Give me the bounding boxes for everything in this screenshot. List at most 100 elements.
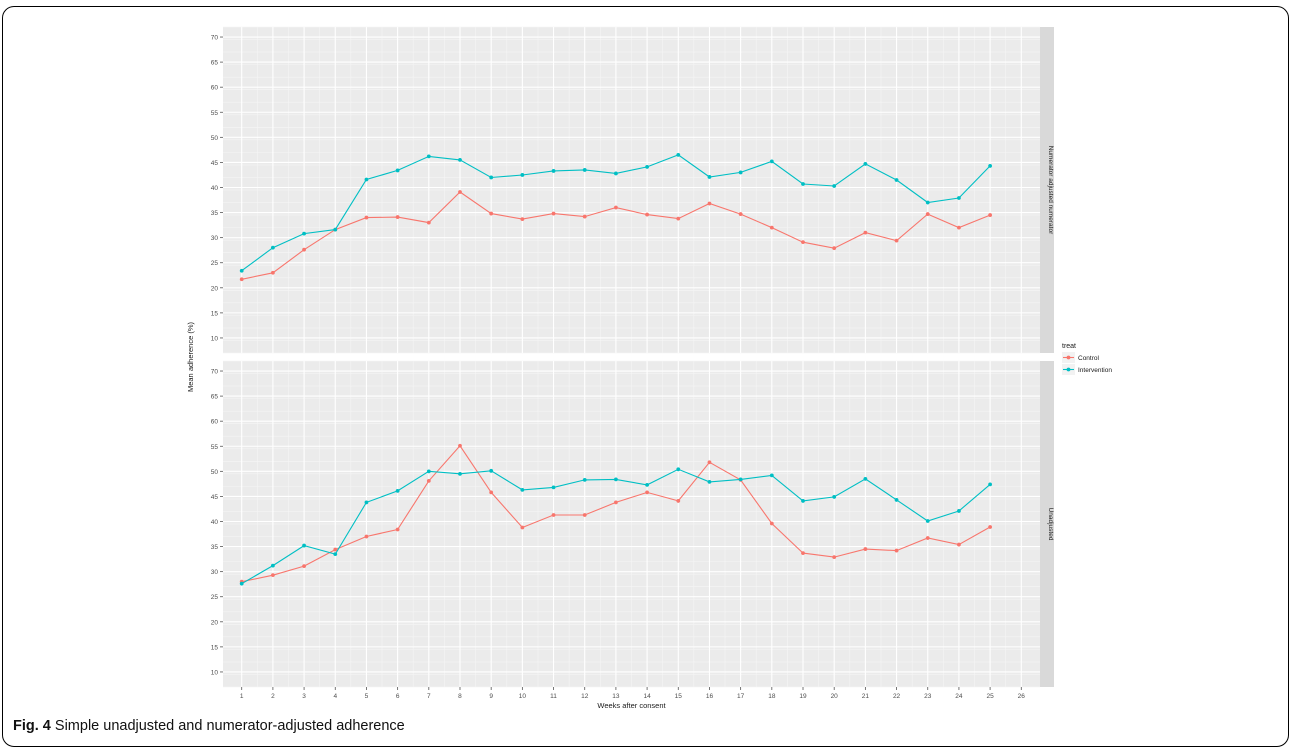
data-point-control [738,212,743,216]
data-point-control [582,214,587,219]
x-tick-label: 8 [458,693,462,700]
data-point-control [925,212,930,216]
facet-strip-label: Unadjusted [1047,508,1054,541]
y-tick-label: 70 [211,369,219,376]
data-point-control [551,211,556,216]
data-point-control [395,527,400,532]
data-point-intervention [239,581,244,586]
data-point-intervention [520,173,525,177]
x-tick-label: 26 [1018,693,1026,700]
data-point-intervention [676,152,681,157]
data-point-control [863,230,868,235]
data-point-control [769,225,774,230]
legend-key-point [1066,367,1071,372]
y-tick-label: 55 [211,444,219,451]
data-point-intervention [302,543,306,548]
x-tick-label: 6 [396,693,400,700]
data-point-intervention [395,488,400,493]
data-point-intervention [582,168,587,172]
y-tick-label: 25 [211,594,219,601]
x-tick-label: 16 [706,693,714,700]
data-point-intervention [614,477,618,482]
legend-key-point [1066,355,1071,360]
data-point-intervention [925,200,930,205]
data-point-control [957,225,961,230]
x-tick-label: 15 [675,693,683,700]
data-point-intervention [551,485,556,490]
y-tick-label: 65 [211,394,219,401]
x-tick-label: 24 [955,693,963,700]
data-point-intervention [239,268,244,273]
data-point-intervention [426,469,431,474]
data-point-control [676,216,681,221]
data-point-control [645,490,649,495]
data-point-intervention [738,477,743,482]
data-point-control [801,240,805,245]
x-tick-label: 10 [519,693,527,700]
data-point-control [426,220,431,225]
y-tick-label: 55 [211,110,219,117]
data-point-control [364,534,369,539]
data-point-intervention [333,552,338,556]
data-point-control [426,478,431,483]
data-point-control [832,246,837,251]
data-point-intervention [270,245,275,250]
data-point-control [395,215,400,219]
y-tick-label: 10 [211,669,219,676]
data-point-control [769,521,774,526]
data-point-intervention [676,467,681,472]
y-tick-label: 40 [211,185,219,192]
y-tick-label: 65 [211,60,219,67]
data-point-intervention [894,498,899,502]
data-point-control [270,270,275,275]
data-point-intervention [551,169,556,173]
x-tick-label: 9 [489,693,493,700]
y-tick-label: 20 [211,285,219,292]
x-tick-label: 12 [581,693,589,700]
data-point-control [894,548,899,553]
data-point-control [270,573,275,578]
y-tick-label: 20 [211,619,219,626]
facet-strip-label: Numerator adjusted numerator [1047,146,1054,235]
data-point-control [925,536,930,540]
data-point-intervention [988,482,993,487]
x-tick-label: 7 [427,693,431,700]
data-point-intervention [364,500,369,505]
data-point-intervention [645,165,649,169]
data-point-control [489,211,494,216]
data-point-control [801,551,805,555]
x-tick-label: 4 [333,693,337,700]
data-point-control [832,555,837,560]
data-point-control [239,277,244,282]
y-tick-label: 45 [211,160,219,167]
x-tick-label: 14 [643,693,651,700]
y-tick-label: 70 [211,35,219,42]
data-point-intervention [489,175,494,180]
data-point-intervention [302,231,306,236]
x-tick-label: 20 [831,693,839,700]
data-point-intervention [925,519,930,523]
y-tick-label: 60 [211,85,219,92]
data-point-control [988,213,993,217]
data-point-control [302,564,306,569]
x-tick-label: 18 [768,693,776,700]
data-point-intervention [957,509,961,513]
facet-strip [1040,27,1054,353]
data-point-intervention [801,499,805,503]
data-point-control [707,201,712,206]
data-point-intervention [582,477,587,482]
y-tick-label: 30 [211,569,219,576]
data-point-control [707,460,712,465]
y-tick-label: 45 [211,494,219,501]
data-point-intervention [957,196,961,200]
x-tick-label: 21 [862,693,870,700]
data-point-intervention [769,159,774,164]
figure-caption-text: Simple unadjusted and numerator-adjusted… [54,718,405,734]
legend-label: Control [1078,355,1100,362]
y-tick-label: 25 [211,260,219,267]
data-point-intervention [707,175,712,179]
x-tick-label: 2 [271,693,275,700]
data-point-intervention [645,482,649,487]
data-point-control [582,513,587,517]
data-point-control [614,500,618,505]
